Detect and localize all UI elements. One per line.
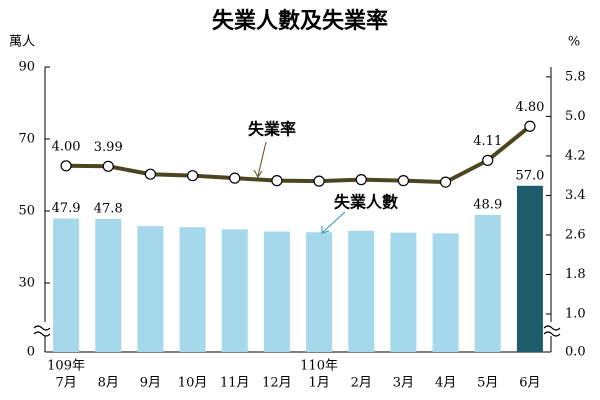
line-value-label: 3.99 bbox=[94, 140, 123, 155]
x-tick-label: 10月 bbox=[178, 376, 208, 391]
bar bbox=[474, 214, 501, 352]
bar bbox=[348, 230, 375, 352]
bar bbox=[221, 229, 248, 352]
bar bbox=[516, 185, 543, 352]
annotation-arrow bbox=[253, 141, 267, 178]
line-marker bbox=[439, 176, 452, 188]
bar bbox=[306, 232, 333, 352]
line-value-label: 4.00 bbox=[52, 139, 81, 154]
line-marker bbox=[102, 160, 114, 172]
bar bbox=[179, 227, 206, 352]
x-tick-label: 5月 bbox=[477, 376, 498, 391]
y-tick-label: 30 bbox=[18, 276, 35, 291]
bar bbox=[432, 233, 459, 352]
y2-tick-label: 5.0 bbox=[565, 109, 586, 124]
x-tick-label: 4月 bbox=[435, 376, 456, 391]
annotation-arrow bbox=[321, 211, 346, 234]
plot-area: 0 30 50 70 90 0.0 1.0 1.8 2.6 3.4 4.2 5.0 5.8 7月 109年 8… bbox=[18, 60, 585, 391]
y2-tick-label: 1.8 bbox=[565, 267, 586, 282]
x-tick-label: 8月 bbox=[98, 376, 119, 391]
line-marker bbox=[355, 174, 367, 186]
x-tick-label: 6月 bbox=[519, 376, 540, 391]
line-marker bbox=[60, 160, 72, 172]
y-tick-label: 0 bbox=[27, 345, 35, 360]
y-tick-label: 90 bbox=[18, 60, 35, 75]
line-marker bbox=[482, 154, 494, 166]
bar-series-annotation: 失業人數 bbox=[334, 193, 398, 212]
bar bbox=[53, 218, 80, 352]
line-marker bbox=[144, 168, 157, 180]
bar bbox=[390, 232, 417, 352]
y2-tick-label: 5.8 bbox=[565, 69, 586, 84]
axis-break-right bbox=[543, 322, 563, 337]
y2-tick-label: 3.4 bbox=[565, 188, 586, 203]
y2-axis-label: % bbox=[568, 35, 580, 50]
x-tick-label: 9月 bbox=[140, 376, 161, 391]
year-label: 109年 bbox=[47, 359, 85, 374]
line-marker bbox=[186, 170, 199, 182]
line-marker bbox=[524, 120, 536, 132]
y2-tick-label: 1.0 bbox=[565, 307, 586, 322]
x-tick-label: 1月 bbox=[308, 376, 329, 391]
bar bbox=[95, 218, 122, 352]
line-value-label: 4.80 bbox=[515, 100, 544, 115]
y-tick-label: 70 bbox=[18, 132, 35, 147]
chart-title: 失業人數及失業率 bbox=[212, 8, 388, 34]
x-tick-label: 11月 bbox=[220, 376, 250, 391]
bar-value-label: 47.9 bbox=[52, 201, 81, 216]
line-marker bbox=[397, 175, 410, 187]
bar bbox=[263, 231, 290, 352]
line-marker bbox=[313, 175, 325, 187]
y2-tick-label: 4.2 bbox=[565, 148, 586, 163]
line-marker bbox=[229, 172, 241, 184]
year-label: 110年 bbox=[300, 359, 338, 374]
y2-tick-label: 0.0 bbox=[565, 345, 586, 360]
line-marker bbox=[271, 175, 283, 187]
y-tick-label: 50 bbox=[18, 204, 35, 219]
x-tick-label: 3月 bbox=[393, 376, 414, 391]
line-series-annotation: 失業率 bbox=[248, 120, 296, 139]
y2-tick-label: 2.6 bbox=[565, 227, 586, 242]
bar-value-label: 57.0 bbox=[515, 168, 544, 183]
x-tick-label: 7月 bbox=[55, 376, 76, 391]
y-axis-label: 萬人 bbox=[9, 35, 35, 50]
x-tick-label: 2月 bbox=[351, 376, 372, 391]
line-value-label: 4.11 bbox=[473, 134, 502, 149]
bar bbox=[137, 226, 164, 352]
line bbox=[66, 124, 532, 185]
axis-break-left bbox=[33, 322, 53, 337]
bar-value-label: 47.8 bbox=[94, 201, 123, 216]
bar-value-label: 48.9 bbox=[473, 197, 502, 212]
x-tick-label: 12月 bbox=[262, 376, 292, 391]
